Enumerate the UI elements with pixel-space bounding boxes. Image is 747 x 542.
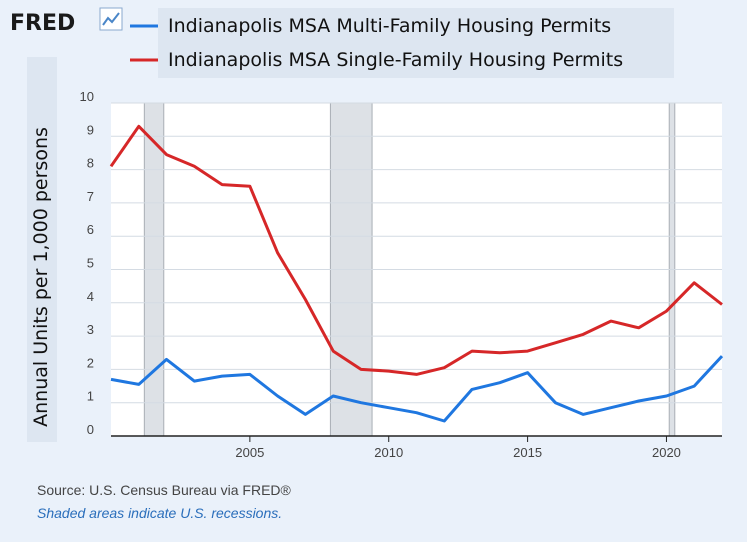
y-tick-label-7: 7 [87,189,94,204]
chart-line-icon [99,7,123,31]
recession-note: Shaded areas indicate U.S. recessions. [37,505,282,521]
y-axis-ticks: 0 1 2 3 4 5 6 7 8 9 10 [80,89,94,437]
x-tick-label-2020: 2020 [652,445,681,460]
y-axis-label-box [27,57,57,442]
y-axis-label: Annual Units per 1,000 persons [30,127,52,427]
y-tick-label-3: 3 [87,322,94,337]
legend-label-single-family: Indianapolis MSA Single-Family Housing P… [168,49,623,71]
source-note: Source: U.S. Census Bureau via FRED® [37,482,292,498]
x-tick-label-2005: 2005 [235,445,264,460]
y-tick-label-5: 5 [87,256,94,271]
legend-box [158,8,674,78]
x-axis-ticks: 2005 2010 2015 2020 [235,436,681,460]
legend: Indianapolis MSA Multi-Family Housing Pe… [130,8,674,78]
y-tick-label-2: 2 [87,355,94,370]
legend-label-multi-family: Indianapolis MSA Multi-Family Housing Pe… [168,15,611,37]
y-tick-label-8: 8 [87,156,94,171]
gridlines [111,102,722,404]
y-tick-label-0: 0 [87,422,94,437]
y-tick-label-9: 9 [87,122,94,137]
series-line-single-family [109,124,723,376]
fred-logo: FRED [10,11,75,36]
x-tick-label-2010: 2010 [374,445,403,460]
y-tick-label-1: 1 [87,389,94,404]
x-tick-label-2015: 2015 [513,445,542,460]
y-tick-label-4: 4 [87,289,94,304]
y-tick-label-6: 6 [87,222,94,237]
series-lines [109,124,724,423]
series-line-multi-family [110,355,724,423]
y-tick-label-10: 10 [80,89,94,104]
